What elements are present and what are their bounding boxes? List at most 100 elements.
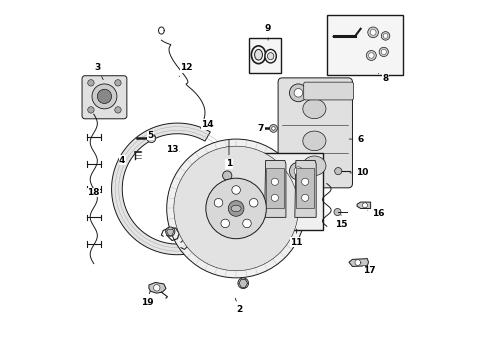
Circle shape (279, 229, 286, 235)
Circle shape (383, 33, 388, 38)
Circle shape (290, 84, 307, 102)
Circle shape (334, 208, 341, 216)
Circle shape (284, 197, 291, 203)
Circle shape (174, 146, 298, 271)
Polygon shape (349, 258, 368, 266)
Circle shape (379, 47, 389, 57)
Text: 14: 14 (200, 120, 214, 129)
Bar (296, 167, 315, 208)
Circle shape (271, 178, 278, 185)
Circle shape (368, 27, 378, 38)
FancyBboxPatch shape (278, 78, 352, 188)
Circle shape (225, 156, 233, 163)
Ellipse shape (231, 205, 241, 212)
Circle shape (115, 107, 121, 113)
Ellipse shape (303, 131, 326, 150)
Bar (248, 38, 281, 73)
Circle shape (367, 50, 376, 60)
Circle shape (290, 162, 307, 180)
Circle shape (214, 198, 223, 207)
Circle shape (271, 127, 275, 130)
Text: 9: 9 (265, 24, 271, 40)
Bar (266, 167, 284, 208)
Circle shape (282, 221, 289, 228)
Circle shape (202, 247, 209, 253)
Circle shape (184, 221, 190, 228)
Circle shape (166, 227, 175, 236)
Circle shape (275, 236, 281, 242)
Bar (259, 153, 323, 230)
Circle shape (256, 251, 263, 258)
Circle shape (275, 175, 281, 181)
Circle shape (282, 189, 289, 196)
Polygon shape (149, 283, 166, 293)
Text: 13: 13 (166, 145, 179, 154)
Circle shape (167, 139, 305, 278)
Circle shape (381, 49, 386, 54)
Circle shape (285, 205, 291, 212)
Text: 11: 11 (291, 229, 303, 247)
Circle shape (225, 256, 231, 263)
Circle shape (217, 156, 223, 162)
Circle shape (238, 278, 248, 288)
Text: 1: 1 (226, 140, 232, 168)
Circle shape (270, 168, 276, 175)
Circle shape (370, 30, 376, 35)
Circle shape (233, 257, 239, 264)
Polygon shape (265, 161, 286, 217)
Circle shape (225, 154, 231, 161)
Circle shape (202, 163, 209, 170)
Circle shape (256, 159, 263, 166)
Circle shape (270, 242, 276, 248)
Text: 16: 16 (368, 209, 385, 218)
Circle shape (249, 156, 255, 162)
Text: 2: 2 (235, 298, 243, 314)
Circle shape (270, 125, 277, 132)
Circle shape (233, 175, 240, 182)
Circle shape (263, 247, 270, 253)
Circle shape (335, 167, 342, 175)
Text: 19: 19 (141, 291, 153, 307)
Circle shape (249, 255, 255, 261)
Circle shape (368, 53, 374, 58)
Circle shape (233, 153, 239, 160)
Ellipse shape (265, 49, 276, 63)
Ellipse shape (268, 53, 274, 60)
Circle shape (153, 285, 160, 291)
Circle shape (98, 89, 112, 103)
Circle shape (191, 236, 197, 242)
Circle shape (147, 134, 156, 143)
Circle shape (249, 198, 258, 207)
Circle shape (301, 194, 309, 201)
Circle shape (88, 80, 94, 86)
Ellipse shape (251, 46, 266, 64)
Circle shape (279, 182, 286, 188)
Circle shape (115, 80, 121, 86)
Circle shape (232, 186, 241, 194)
FancyBboxPatch shape (304, 82, 353, 100)
Circle shape (271, 194, 278, 201)
Circle shape (206, 178, 267, 239)
Circle shape (92, 84, 117, 109)
Circle shape (241, 256, 247, 263)
Circle shape (294, 89, 303, 97)
Circle shape (221, 219, 229, 228)
Circle shape (355, 260, 361, 265)
Text: 7: 7 (258, 124, 266, 133)
Circle shape (228, 201, 244, 216)
FancyBboxPatch shape (82, 76, 127, 119)
Circle shape (181, 205, 188, 212)
Polygon shape (295, 161, 316, 217)
Text: 8: 8 (378, 73, 389, 83)
Circle shape (187, 182, 193, 188)
Circle shape (294, 167, 303, 175)
Circle shape (241, 154, 247, 161)
Circle shape (209, 159, 216, 166)
Circle shape (217, 255, 223, 261)
Ellipse shape (303, 156, 326, 176)
Text: 6: 6 (349, 135, 364, 144)
Text: 17: 17 (361, 262, 376, 275)
Circle shape (182, 197, 188, 203)
Circle shape (381, 32, 390, 40)
Circle shape (284, 213, 291, 220)
